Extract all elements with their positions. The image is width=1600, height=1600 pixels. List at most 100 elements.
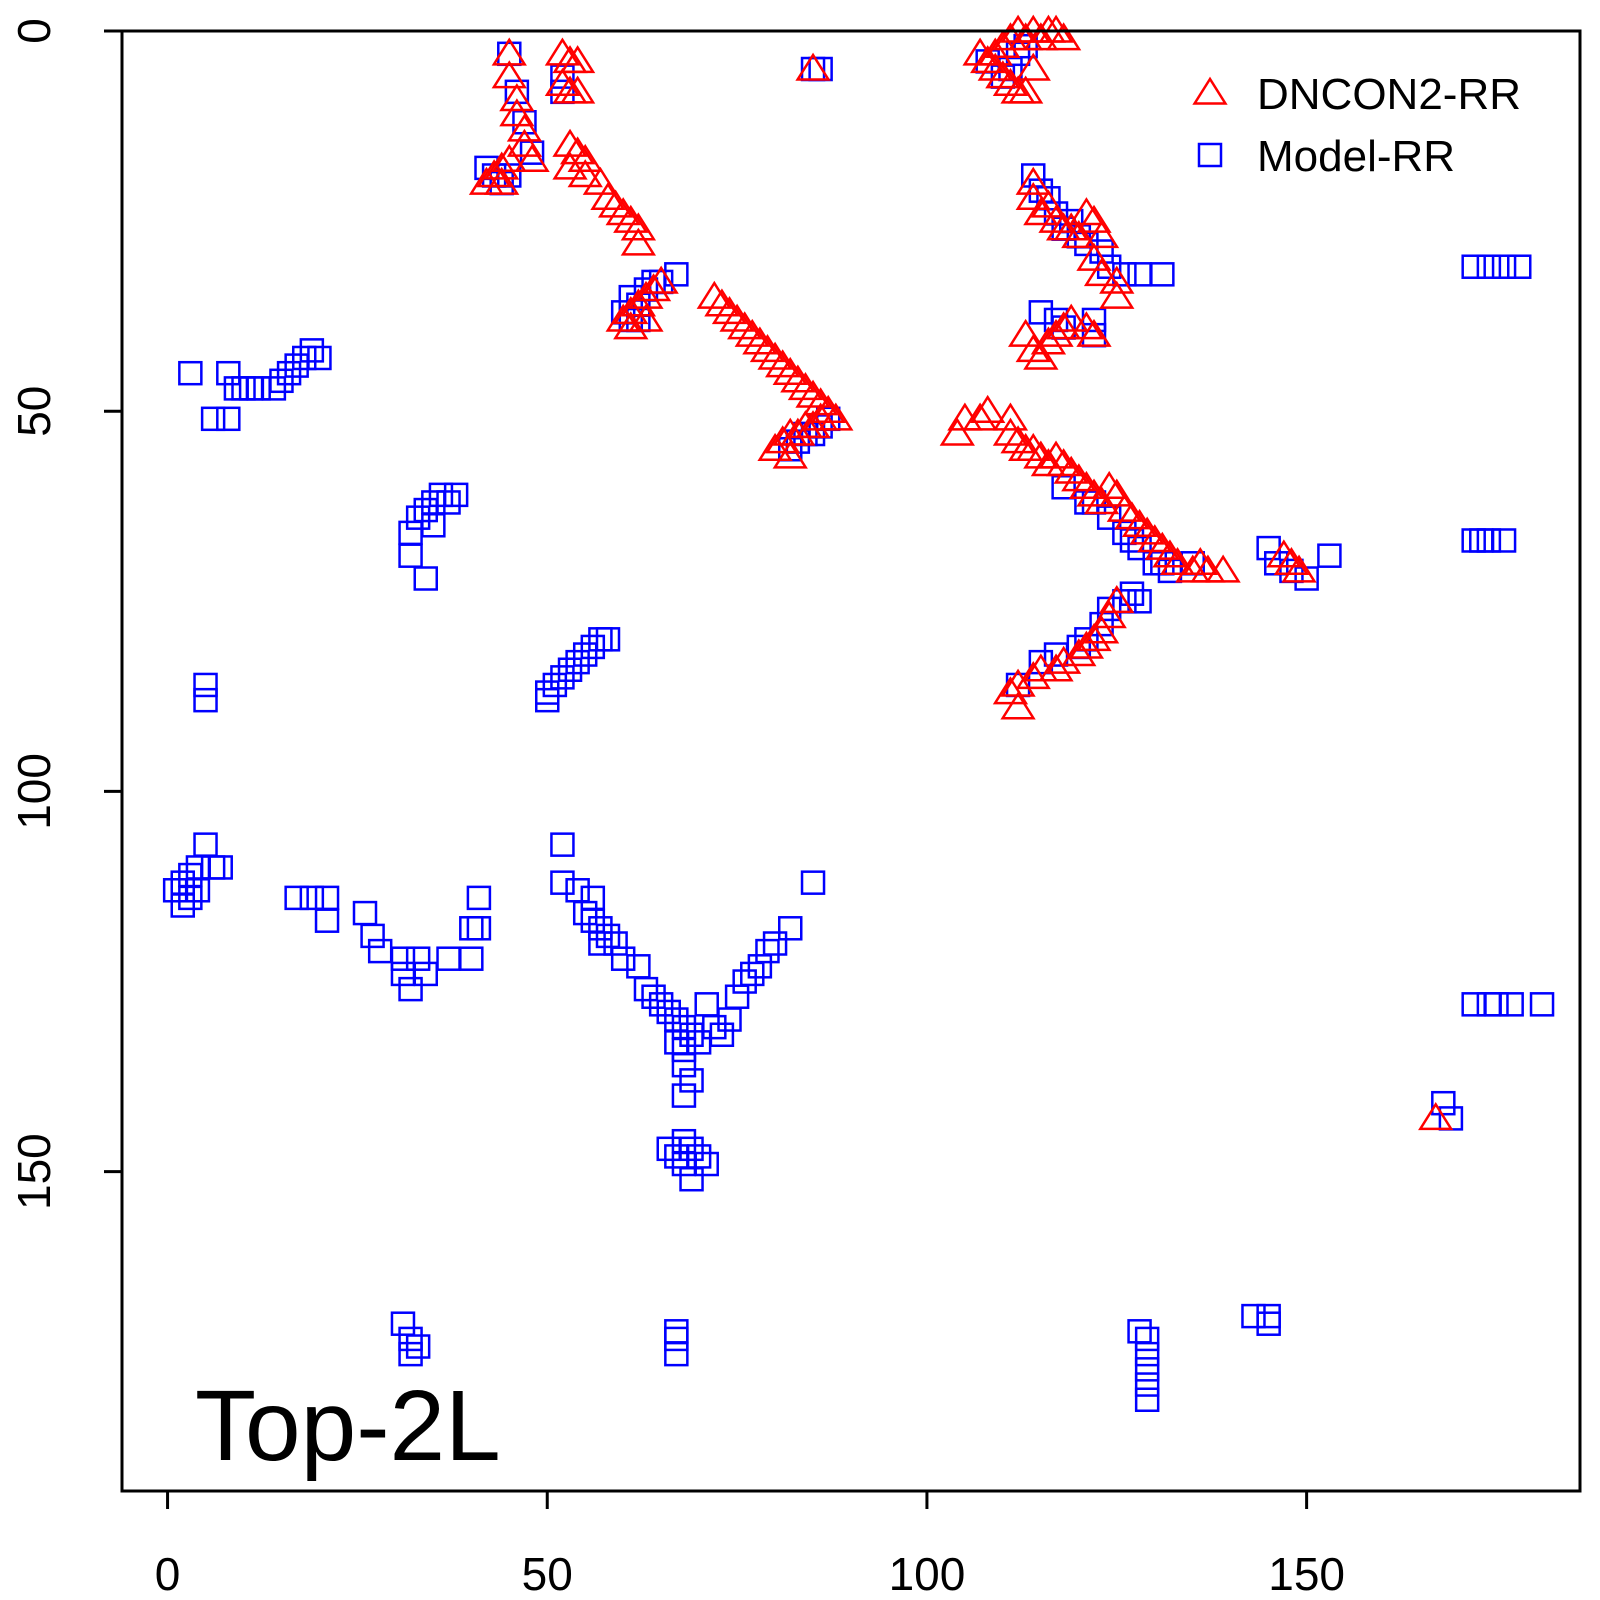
dncon2-point bbox=[727, 311, 763, 340]
dncon2-point bbox=[734, 318, 770, 347]
model-point bbox=[1150, 262, 1175, 287]
legend-marker bbox=[1197, 142, 1223, 168]
model-point bbox=[580, 634, 606, 660]
dncon2-point bbox=[506, 128, 543, 157]
model-point bbox=[542, 672, 568, 698]
model-point bbox=[398, 976, 423, 1002]
dncon2-point bbox=[764, 425, 801, 454]
model-point bbox=[405, 1334, 431, 1359]
dncon2-point bbox=[1038, 14, 1074, 43]
model-point bbox=[398, 543, 423, 568]
dncon2-point bbox=[1007, 318, 1044, 347]
dncon2-point bbox=[1129, 516, 1165, 545]
dncon2-point bbox=[597, 189, 634, 218]
model-point bbox=[732, 969, 757, 994]
model-point bbox=[1529, 992, 1555, 1017]
dncon2-point bbox=[1068, 470, 1105, 499]
dncon2-point bbox=[992, 417, 1029, 446]
dncon2-point bbox=[491, 143, 527, 173]
model-point bbox=[572, 900, 598, 926]
model-point bbox=[550, 665, 575, 690]
model-point bbox=[535, 687, 560, 713]
dncon2-point bbox=[977, 52, 1013, 81]
x-axis: 0 50 100 150 bbox=[155, 1489, 1345, 1600]
dncon2-point bbox=[1091, 600, 1127, 629]
dncon2-point bbox=[1076, 478, 1112, 507]
model-point bbox=[299, 885, 325, 911]
dncon2-point bbox=[1015, 661, 1051, 690]
dncon2-point bbox=[696, 280, 732, 309]
dncon2-point bbox=[484, 151, 520, 180]
plot-annotation: Top-2L bbox=[195, 1370, 501, 1482]
dncon2-point bbox=[939, 417, 975, 446]
model-point bbox=[557, 657, 583, 682]
y-axis: 0 50 100 150 bbox=[8, 18, 124, 1210]
dncon2-point bbox=[1068, 311, 1105, 340]
dncon2-point bbox=[1045, 448, 1082, 477]
model-point bbox=[633, 976, 659, 1002]
model-point bbox=[193, 687, 218, 713]
model-point bbox=[459, 946, 484, 971]
dncon2-point bbox=[605, 197, 641, 226]
dncon2-point bbox=[567, 143, 603, 173]
model-point bbox=[421, 513, 446, 538]
model-point bbox=[550, 832, 575, 857]
dncon2-point bbox=[970, 45, 1006, 74]
model-point bbox=[709, 1022, 735, 1047]
model-point bbox=[390, 946, 416, 971]
model-point bbox=[261, 376, 287, 401]
model-point bbox=[694, 1151, 719, 1177]
dncon2-point bbox=[484, 166, 520, 195]
dncon2-point bbox=[1106, 493, 1143, 522]
model-point bbox=[588, 931, 613, 956]
model-point bbox=[565, 649, 590, 675]
dncon2-point bbox=[1023, 197, 1059, 226]
model-point bbox=[1134, 1357, 1160, 1382]
dncon2-point bbox=[1007, 75, 1044, 104]
model-point bbox=[1499, 992, 1524, 1017]
dncon2-point bbox=[499, 83, 535, 112]
model-point bbox=[292, 345, 317, 371]
model-point bbox=[671, 1052, 697, 1078]
dncon2-point bbox=[1144, 531, 1181, 560]
dncon2-point bbox=[559, 75, 596, 104]
legend-label: DNCON2-RR bbox=[1257, 70, 1521, 119]
dncon2-point bbox=[613, 296, 649, 325]
dncon2-point bbox=[985, 29, 1021, 58]
dncon2-point bbox=[590, 181, 626, 211]
x-tick-label: 150 bbox=[1268, 1548, 1345, 1600]
model-point bbox=[314, 908, 340, 933]
y-tick-label: 100 bbox=[8, 753, 60, 830]
dncon2-point bbox=[1000, 691, 1036, 720]
dncon2-point bbox=[544, 37, 581, 66]
model-point bbox=[1134, 1387, 1160, 1412]
model-point bbox=[216, 406, 241, 432]
model-point bbox=[178, 885, 203, 911]
dncon2-point bbox=[1061, 463, 1097, 492]
dncon2-point bbox=[1061, 638, 1097, 667]
dncon2-point bbox=[1038, 440, 1074, 469]
model-point bbox=[1256, 1311, 1281, 1336]
model-point bbox=[436, 490, 461, 515]
dncon2-point bbox=[764, 349, 801, 378]
model-point bbox=[185, 878, 211, 903]
model-point bbox=[1317, 543, 1342, 568]
dncon2-point bbox=[620, 288, 657, 317]
model-point bbox=[1507, 254, 1532, 279]
dncon2-point bbox=[620, 212, 657, 241]
model-point bbox=[572, 642, 598, 667]
model-point bbox=[200, 406, 226, 432]
dncon2-point bbox=[1418, 1102, 1454, 1131]
dncon2-point bbox=[514, 143, 550, 173]
model-point bbox=[299, 338, 325, 363]
x-tick-label: 50 bbox=[522, 1548, 573, 1600]
model-point bbox=[307, 345, 332, 371]
dncon2-point bbox=[985, 60, 1021, 89]
dncon2-point bbox=[1015, 166, 1051, 195]
dncon2-point bbox=[1038, 204, 1074, 233]
dncon2-point bbox=[992, 676, 1029, 705]
model-point bbox=[550, 870, 575, 895]
dncon2-point bbox=[992, 67, 1029, 96]
model-point bbox=[1241, 1303, 1266, 1329]
